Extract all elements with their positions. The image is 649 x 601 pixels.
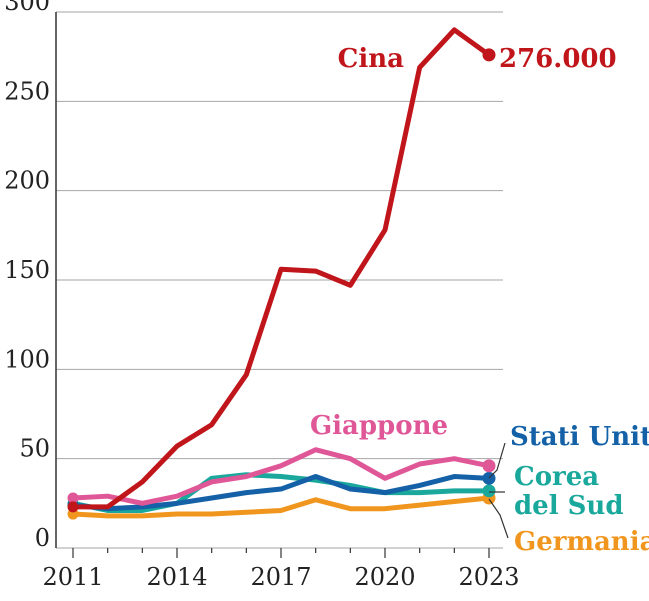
series-lines bbox=[67, 27, 496, 520]
series-label-giappone: Giappone bbox=[310, 411, 448, 441]
series-line-germania bbox=[70, 495, 492, 519]
x-axis: 2011 2014 2017 2020 2023 bbox=[42, 548, 520, 591]
y-tick-label: 50 bbox=[19, 435, 50, 463]
series-line-giappone bbox=[70, 447, 492, 506]
series-label-stati-uniti: Stati Uniti bbox=[510, 422, 649, 452]
y-tick-label: 300 bbox=[4, 0, 50, 16]
end-point-cina bbox=[482, 48, 496, 62]
y-axis: 0 50 100 150 200 250 300 bbox=[4, 0, 57, 552]
series-line-corea-del-sud bbox=[70, 472, 492, 513]
y-tick-label: 150 bbox=[4, 256, 50, 284]
y-tick-label: 0 bbox=[35, 524, 50, 552]
start-point-giappone bbox=[67, 492, 79, 504]
series-line-stati-uniti bbox=[70, 474, 492, 512]
end-point-corea-del-sud bbox=[482, 484, 496, 498]
x-tick-label: 2017 bbox=[250, 563, 311, 591]
x-tick-label: 2014 bbox=[146, 563, 207, 591]
gridlines bbox=[56, 11, 503, 549]
y-tick-label: 250 bbox=[4, 77, 50, 105]
y-tick-label: 200 bbox=[4, 167, 50, 195]
start-point-cina bbox=[67, 501, 79, 513]
leader-line-stati-uniti bbox=[488, 442, 506, 479]
series-label-cina: Cina bbox=[338, 44, 404, 74]
x-tick-label: 2023 bbox=[458, 563, 519, 591]
end-point-giappone bbox=[482, 459, 496, 473]
value-label-cina: 276.000 bbox=[499, 44, 617, 74]
x-tick-label: 2011 bbox=[42, 563, 103, 591]
series-line-cina bbox=[70, 27, 492, 510]
y-tick-label: 100 bbox=[4, 345, 50, 373]
series-label-germania: Germania bbox=[514, 527, 649, 557]
leader-line-germania bbox=[488, 498, 509, 539]
series-label-corea-line1: Corea bbox=[514, 462, 599, 492]
series-label-corea-line2: del Sud bbox=[514, 491, 624, 521]
x-tick-label: 2020 bbox=[354, 563, 415, 591]
